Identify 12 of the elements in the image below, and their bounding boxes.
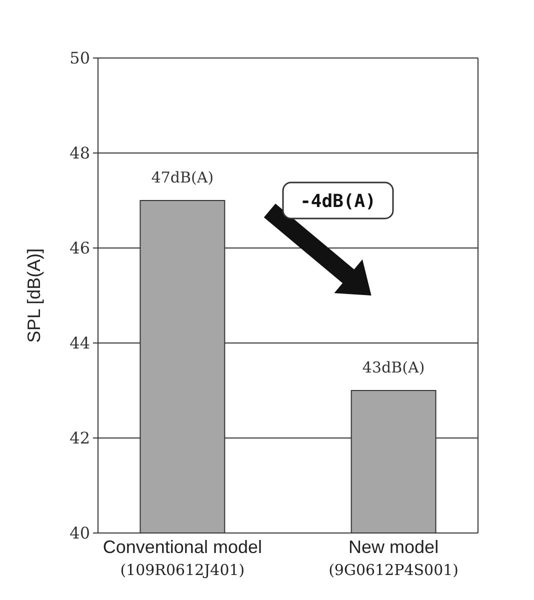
data-label: 43dB(A) (362, 358, 425, 376)
data-label: 47dB(A) (151, 168, 214, 186)
annotation: -4dB(A) (300, 190, 376, 212)
y-tick-label: 46 (70, 238, 90, 258)
y-tick-label: 42 (70, 428, 90, 448)
y-tick-label: 44 (70, 334, 90, 353)
x-tick-label: Conventional model (109R0612J401) (102, 537, 262, 579)
y-axis-title: SPL [dB(A)] (24, 248, 44, 343)
y-tick-label: 40 (70, 524, 90, 543)
x-tick-label: New model (9G0612P4S001) (328, 537, 459, 579)
y-tick-label: 48 (70, 144, 90, 163)
y-tick-label: 50 (70, 48, 90, 68)
